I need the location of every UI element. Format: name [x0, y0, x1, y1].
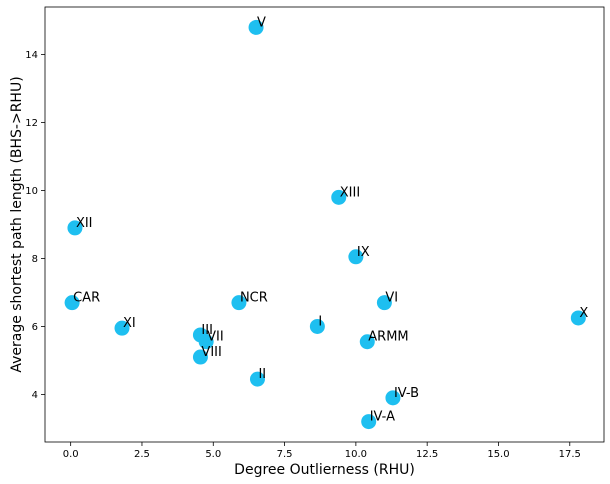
point-label: ARMM [368, 330, 408, 345]
x-tick-label: 17.5 [559, 449, 581, 460]
point-label: II [258, 367, 266, 382]
y-tick-label: 10 [25, 186, 38, 197]
point-label: I [318, 314, 322, 329]
x-axis-label: Degree Outlierness (RHU) [234, 462, 415, 478]
x-tick-label: 5.0 [205, 449, 221, 460]
data-point [331, 189, 347, 205]
x-tick-label: 15.0 [487, 449, 509, 460]
point-label: X [579, 306, 588, 321]
point-label: CAR [73, 291, 100, 306]
data-point [249, 371, 265, 387]
data-point [248, 19, 264, 35]
plot-area [44, 6, 605, 443]
x-tick-label: 2.5 [134, 449, 150, 460]
point-label: V [257, 15, 266, 30]
x-tick-label: 7.5 [277, 449, 293, 460]
point-label: XII [76, 216, 93, 231]
data-point [376, 295, 392, 311]
data-points [64, 19, 586, 430]
data-point [114, 320, 130, 336]
y-axis-label: Average shortest path length (BHS->RHU) [9, 76, 25, 372]
data-point [198, 334, 214, 350]
y-axis-ticks: 4 6 8 10 12 14 [25, 50, 45, 401]
y-tick-label: 8 [32, 254, 38, 265]
data-point [64, 295, 80, 311]
x-tick-label: 0.0 [63, 449, 79, 460]
point-label: VIII [201, 345, 221, 360]
x-tick-label: 10.0 [345, 449, 367, 460]
point-label: VII [207, 330, 224, 345]
point-label: IX [357, 245, 370, 260]
data-point [361, 414, 377, 430]
y-tick-label: 4 [32, 390, 38, 401]
data-point [385, 390, 401, 406]
x-tick-label: 12.5 [416, 449, 438, 460]
data-point [309, 318, 325, 334]
point-label: IV-B [394, 386, 419, 401]
point-label: XI [123, 316, 136, 331]
data-point [348, 249, 364, 265]
point-label: NCR [240, 291, 268, 306]
x-axis-ticks: 0.0 2.5 5.0 7.5 10.0 12.5 15.0 17.5 [63, 442, 581, 460]
point-label: XIII [340, 185, 360, 200]
point-label: VI [385, 291, 398, 306]
point-label: III [201, 323, 213, 338]
data-point [570, 310, 586, 326]
data-point [359, 334, 375, 350]
y-tick-label: 6 [32, 322, 38, 333]
point-label: IV-A [370, 410, 395, 425]
data-point [67, 220, 83, 236]
y-tick-label: 14 [25, 50, 38, 61]
plot-frame [44, 6, 605, 443]
data-point [231, 295, 247, 311]
y-tick-label: 12 [25, 118, 38, 129]
data-point [192, 349, 208, 365]
